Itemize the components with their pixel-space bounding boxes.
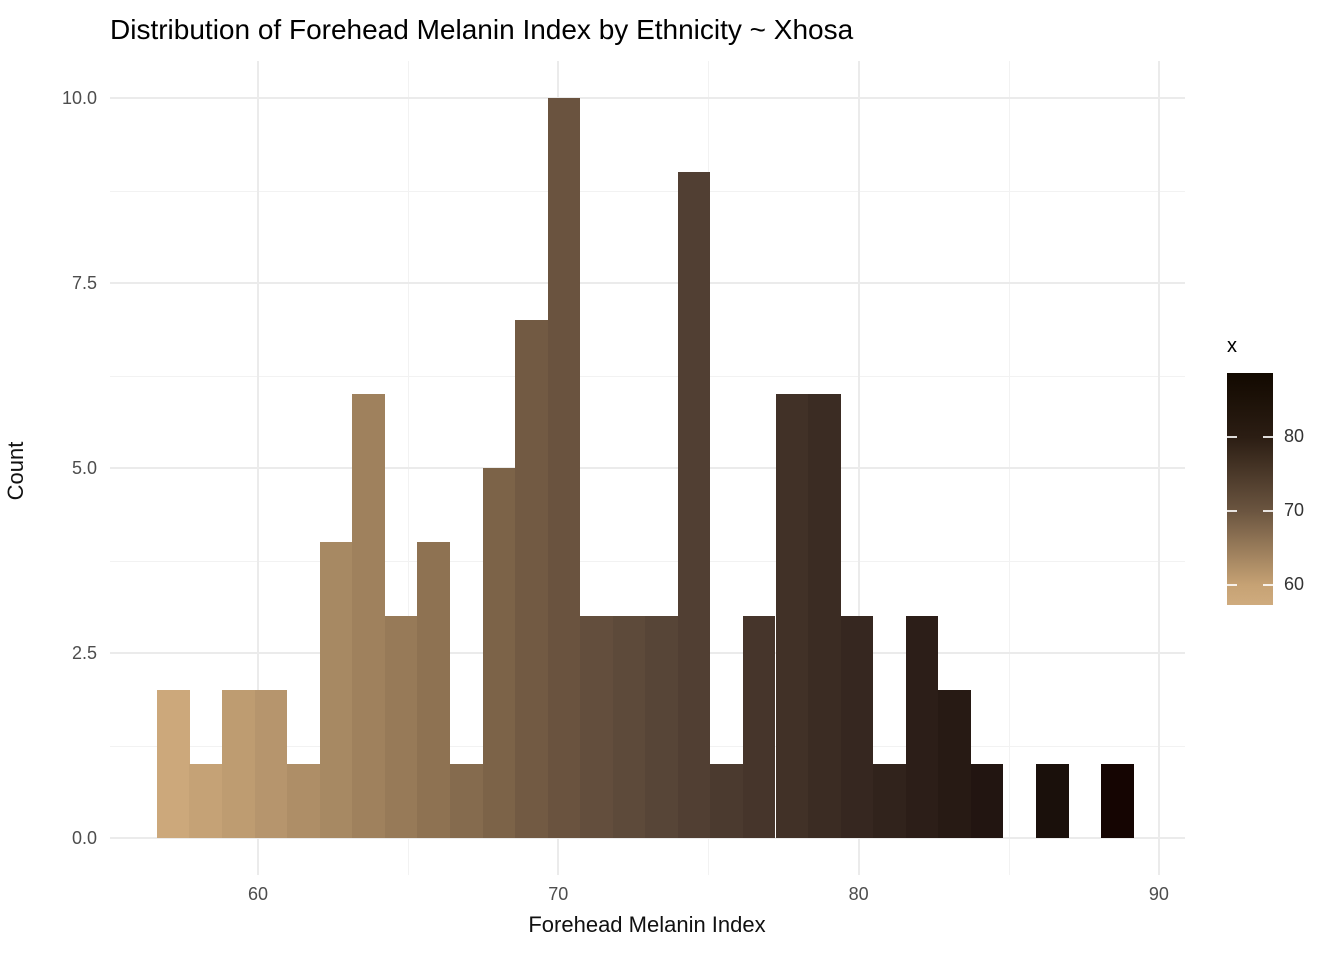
histogram-bar [938, 690, 971, 838]
histogram-bar [580, 616, 613, 838]
x-gridline-major [257, 61, 259, 875]
y-tick-label: 0.0 [71, 828, 97, 848]
histogram-bar [157, 690, 190, 838]
x-tick-label: 60 [247, 884, 269, 904]
histogram-bar [808, 394, 841, 838]
y-tick-label: 2.5 [71, 643, 97, 663]
x-axis-title: Forehead Melanin Index [528, 912, 766, 937]
y-gridline-major [110, 837, 1185, 839]
histogram-bar [742, 616, 776, 838]
y-axis-title: Count [3, 441, 28, 501]
y-tick-label: 10.0 [61, 88, 97, 108]
histogram-bar [710, 764, 744, 838]
legend: x 80 70 60 [1227, 335, 1337, 625]
histogram-bar [254, 690, 288, 838]
y-gridline-major [110, 97, 1185, 99]
y-tick-label: 7.5 [71, 273, 97, 293]
histogram-bar [352, 394, 385, 838]
x-gridline-major [1157, 61, 1160, 875]
legend-tick-mark [1263, 510, 1273, 513]
x-tick-label: 80 [848, 884, 869, 904]
histogram-bar [1101, 764, 1134, 838]
legend-tick-mark [1227, 510, 1237, 513]
histogram-bar [222, 690, 255, 838]
histogram-bar [840, 616, 874, 838]
histogram-bar [514, 320, 548, 838]
histogram-bar [287, 764, 320, 838]
x-tick-label: 90 [1148, 884, 1169, 904]
histogram-bar [970, 764, 1004, 838]
histogram-bar [384, 616, 418, 838]
histogram-bar [547, 98, 581, 838]
y-tick-label: 5.0 [71, 458, 97, 478]
legend-tick-mark [1263, 584, 1273, 587]
histogram-bar [1036, 764, 1069, 838]
y-gridline-minor [110, 560, 1185, 562]
histogram-bar [905, 616, 939, 838]
legend-tick-label: 70 [1284, 500, 1305, 521]
legend-tick-mark [1227, 436, 1237, 439]
legend-title: x [1227, 335, 1237, 357]
legend-tick-label: 60 [1284, 574, 1305, 595]
y-gridline-major [110, 282, 1185, 284]
histogram-bar [319, 542, 353, 838]
legend-gradient-bar [1227, 373, 1273, 605]
histogram-bar [612, 616, 646, 838]
chart-title: Distribution of Forehead Melanin Index b… [110, 14, 854, 45]
histogram-bar [189, 764, 222, 838]
x-gridline-major [857, 61, 860, 875]
y-gridline-minor [110, 375, 1185, 377]
legend-tick-mark [1227, 584, 1237, 587]
y-gridline-minor [110, 190, 1185, 192]
histogram-bar [482, 468, 516, 838]
y-gridline-major [110, 467, 1185, 469]
legend-tick-label: 80 [1284, 426, 1305, 447]
histogram-bar [775, 394, 809, 838]
histogram-bar [677, 172, 711, 838]
plot-panel [110, 61, 1185, 875]
histogram-bar [450, 764, 483, 838]
histogram-bar [645, 616, 678, 838]
x-tick-label: 70 [548, 884, 569, 904]
histogram-bar [873, 764, 906, 838]
legend-tick-mark [1263, 436, 1273, 439]
histogram-bar [417, 542, 450, 838]
